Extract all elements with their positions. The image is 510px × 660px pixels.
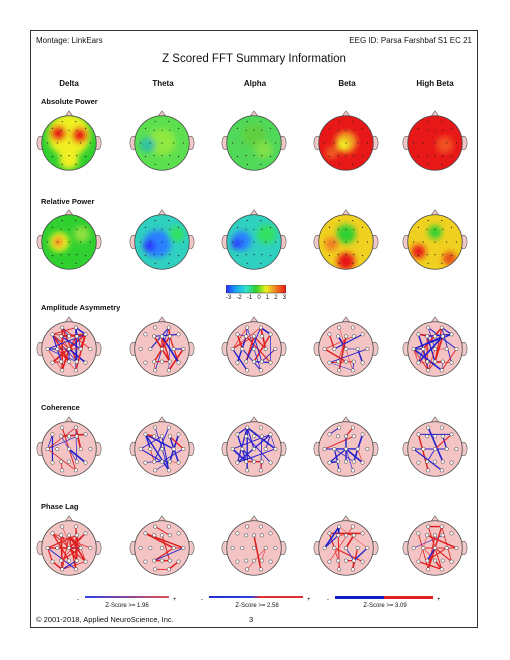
legend-1-line [85,596,169,598]
legend-2-minus: - [201,597,203,603]
head-map-amplitude-asymmetry-beta [311,312,381,384]
head-map-coherence-highbeta [400,412,470,484]
head-map-absolute-power-highbeta [400,106,470,178]
legend-2-label: Z-Score >= 2.58 [235,603,279,609]
head-map-phase-lag-highbeta [400,511,470,583]
legend-1-label: Z-Score >= 1.96 [105,603,149,609]
head-map-amplitude-asymmetry-theta [127,312,197,384]
legend-3-plus: + [437,597,441,603]
legend-1-minus: - [77,597,79,603]
z-score-colorbar [226,285,286,294]
head-map-phase-lag-delta [34,511,104,583]
legend-2-line [209,596,303,598]
band-delta-header: Delta [59,79,79,88]
legend-3-label: Z-Score >= 3.09 [363,603,407,609]
row-label-phase-lag: Phase Lag [41,502,79,511]
montage-label: Montage: LinkEars [36,36,103,45]
head-map-coherence-delta [34,412,104,484]
head-map-phase-lag-alpha [219,511,289,583]
band-highbeta-header: High Beta [416,79,454,88]
row-label-coherence: Coherence [41,403,80,412]
row-label-amplitude-asymmetry: Amplitude Asymmetry [41,303,121,312]
legend-2-plus: + [307,597,311,603]
eeg-id-label: EEG ID: Parsa Farshbaf S1 EC 21 [349,36,472,45]
legend-1-plus: + [173,597,177,603]
colorbar-tick: 1 [265,295,270,301]
band-theta-header: Theta [152,79,174,88]
band-beta-header: Beta [338,79,356,88]
head-map-amplitude-asymmetry-delta [34,312,104,384]
report-page: Montage: LinkEars EEG ID: Parsa Farshbaf… [30,30,478,628]
head-map-absolute-power-theta [127,106,197,178]
page-number: 3 [249,615,254,624]
colorbar-tick: -1 [246,295,253,301]
band-alpha-header: Alpha [243,79,267,88]
copyright-text: © 2001-2018, Applied NeuroScience, Inc. [36,615,174,624]
head-map-phase-lag-beta [311,511,381,583]
legend-3-minus: - [327,597,329,603]
colorbar-tick: 2 [274,295,278,301]
head-map-coherence-beta [311,412,381,484]
head-map-coherence-theta [127,412,197,484]
head-map-relative-power-alpha [219,205,289,277]
head-map-relative-power-delta [34,205,104,277]
legend-3-line [335,596,433,599]
colorbar-tick: 3 [282,295,286,301]
colorbar-tick: -2 [236,295,242,301]
row-label-absolute-power: Absolute Power [41,97,98,106]
head-map-absolute-power-alpha [219,106,289,178]
head-map-absolute-power-delta [34,106,104,178]
colorbar-tick: -3 [226,295,232,301]
page-title: Z Scored FFT Summary Information [162,53,346,65]
head-map-relative-power-theta [127,205,197,277]
head-map-relative-power-highbeta [400,205,470,277]
colorbar-tick: 0 [257,295,261,301]
row-label-relative-power: Relative Power [41,197,95,206]
head-map-relative-power-beta [311,205,381,277]
head-map-amplitude-asymmetry-alpha [219,312,289,384]
head-map-amplitude-asymmetry-highbeta [400,312,470,384]
colorbar-ticks: -3 -2 -1 0 1 2 3 [226,295,286,301]
head-map-coherence-alpha [219,412,289,484]
head-map-absolute-power-beta [311,106,381,178]
head-map-phase-lag-theta [127,511,197,583]
